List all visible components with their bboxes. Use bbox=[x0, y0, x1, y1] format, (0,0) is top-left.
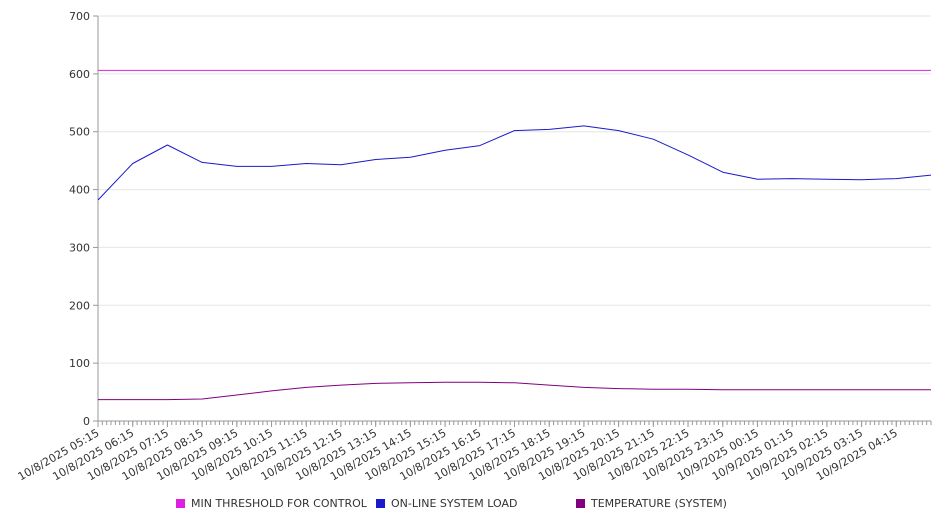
legend: MIN THRESHOLD FOR CONTROL ON-LINE SYSTEM… bbox=[0, 497, 946, 515]
legend-swatch-threshold bbox=[176, 499, 185, 508]
y-tick-labels: 0 100 200 300 400 500 600 700 bbox=[69, 10, 90, 428]
y-tick-label-0: 0 bbox=[83, 415, 90, 428]
axis-layer bbox=[93, 15, 932, 427]
line-chart: 0 100 200 300 400 500 600 700 10/8/2025 05:1510… bbox=[16, 10, 932, 483]
series-temperature-line bbox=[98, 381, 931, 401]
legend-swatch-load bbox=[376, 499, 385, 508]
y-tick-label-100: 100 bbox=[69, 357, 90, 370]
series-load-line bbox=[97, 125, 932, 201]
legend-label-temperature: TEMPERATURE (SYSTEM) bbox=[591, 497, 727, 510]
grid-layer bbox=[98, 15, 931, 422]
legend-swatch-temperature bbox=[576, 499, 585, 508]
y-tick-label-700: 700 bbox=[69, 10, 90, 23]
y-tick-label-200: 200 bbox=[69, 299, 90, 312]
legend-item-temperature[interactable]: TEMPERATURE (SYSTEM) bbox=[576, 497, 727, 510]
y-tick-label-600: 600 bbox=[69, 68, 90, 81]
legend-label-load: ON-LINE SYSTEM LOAD bbox=[391, 497, 518, 510]
series-layer bbox=[97, 69, 932, 401]
y-tick-label-400: 400 bbox=[69, 184, 90, 197]
legend-item-load[interactable]: ON-LINE SYSTEM LOAD bbox=[376, 497, 517, 510]
y-tick-label-500: 500 bbox=[69, 126, 90, 139]
legend-item-threshold[interactable]: MIN THRESHOLD FOR CONTROL bbox=[176, 497, 367, 510]
legend-label-threshold: MIN THRESHOLD FOR CONTROL bbox=[191, 497, 367, 510]
y-tick-label-300: 300 bbox=[69, 241, 90, 254]
